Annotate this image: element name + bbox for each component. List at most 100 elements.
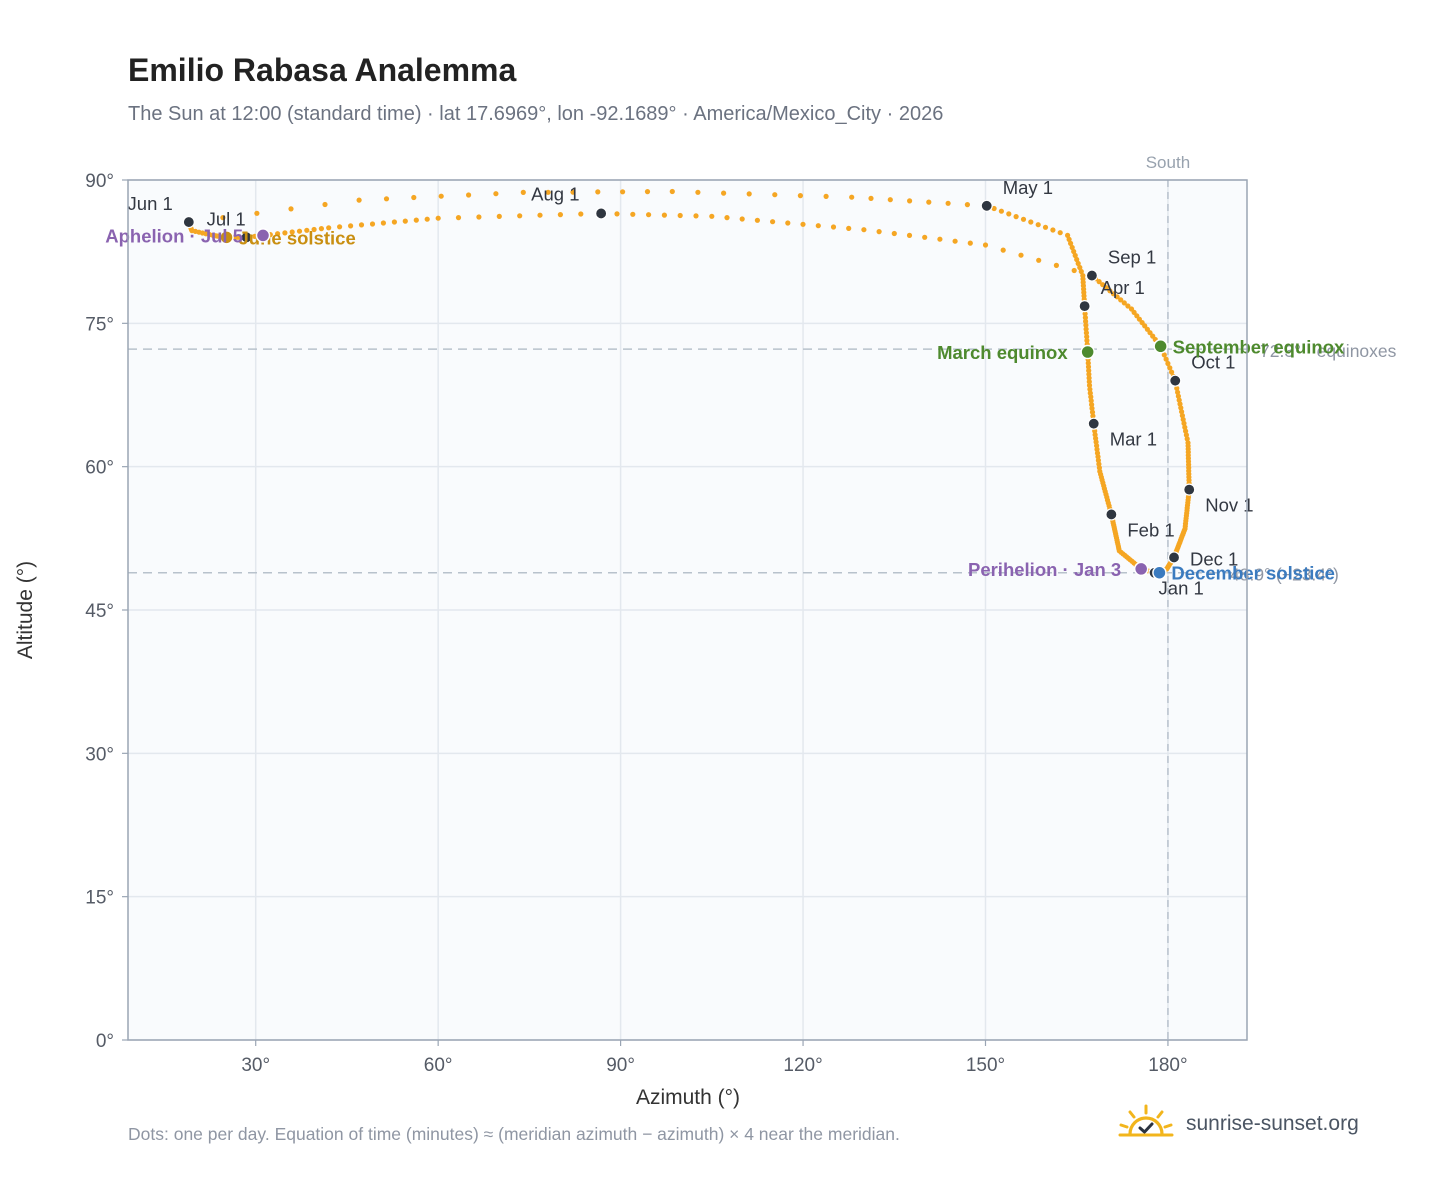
day-dot	[646, 212, 652, 218]
chart-title: Emilio Rabasa Analemma	[128, 52, 517, 88]
month-marker	[1167, 551, 1181, 564]
y-tick-label: 75°	[85, 314, 114, 335]
day-dot	[1114, 294, 1120, 300]
day-dot	[1183, 428, 1189, 434]
day-dot	[1175, 393, 1181, 399]
day-dot	[1179, 413, 1185, 419]
month-marker-label: Jun 1	[128, 193, 173, 214]
day-dot	[709, 213, 715, 219]
day-dot	[846, 225, 852, 231]
day-dot	[721, 190, 727, 196]
event-label: December solstice	[1171, 563, 1335, 584]
event-marker	[219, 230, 234, 245]
day-dot	[595, 189, 601, 195]
day-dot	[964, 202, 971, 208]
x-tick-label: 60°	[424, 1055, 453, 1076]
brand-logo[interactable]: sunrise-sunset.org	[1118, 1102, 1359, 1146]
day-dot	[476, 214, 482, 220]
day-dot	[644, 189, 651, 195]
day-dot	[322, 201, 328, 208]
y-tick-label: 60°	[85, 458, 114, 479]
day-dot	[520, 189, 526, 195]
day-dot	[952, 238, 958, 244]
month-marker-label: Apr 1	[1101, 277, 1145, 298]
day-dot	[1107, 288, 1113, 294]
day-dot	[1163, 356, 1169, 362]
day-dot	[1121, 300, 1127, 306]
day-dot	[438, 193, 444, 199]
day-dot	[724, 215, 730, 221]
day-dot	[876, 229, 882, 235]
day-dot	[1174, 385, 1180, 391]
day-dot	[1161, 352, 1167, 358]
day-dot	[746, 191, 752, 197]
day-dot	[1057, 230, 1063, 236]
day-dot	[1084, 334, 1090, 340]
day-dot	[1069, 244, 1075, 251]
day-dot	[356, 197, 362, 203]
day-dot	[868, 195, 874, 201]
day-dot	[289, 229, 295, 235]
event-label: Perihelion · Jan 3	[968, 559, 1121, 580]
meridian-label: South	[1146, 153, 1190, 172]
day-dot	[1035, 222, 1041, 228]
event-marker	[1133, 561, 1149, 577]
month-marker-label: May 1	[1003, 177, 1053, 198]
brand-name: sunrise-sunset.org	[1186, 1112, 1359, 1135]
day-dot	[383, 196, 390, 202]
day-dot	[1086, 375, 1092, 381]
day-dot	[1074, 256, 1080, 263]
day-dot	[906, 232, 913, 238]
day-dot	[1179, 409, 1185, 415]
event-label: March equinox	[937, 342, 1068, 363]
day-dot	[1083, 322, 1089, 328]
month-marker-label: Aug 1	[531, 183, 579, 204]
day-dot	[1020, 216, 1027, 222]
y-axis-label: Altitude (°)	[14, 561, 37, 659]
day-dot	[1087, 390, 1093, 396]
day-dot	[380, 220, 386, 226]
day-dot	[1086, 368, 1092, 374]
day-dot	[1096, 279, 1102, 285]
day-dot	[1066, 236, 1072, 242]
day-dot	[937, 236, 943, 242]
month-marker-label: Oct 1	[1191, 352, 1235, 373]
day-dot	[823, 193, 829, 199]
day-dot	[1181, 420, 1187, 426]
month-marker	[1105, 508, 1118, 521]
day-dot	[1088, 398, 1094, 404]
day-dot	[677, 212, 683, 219]
y-tick-label: 0°	[96, 1031, 114, 1052]
day-dot	[1125, 303, 1131, 309]
day-dot	[1053, 262, 1059, 268]
sun-check-icon	[1118, 1104, 1174, 1145]
x-tick-label: 30°	[241, 1055, 270, 1076]
day-dot	[1042, 224, 1049, 230]
month-marker	[1183, 483, 1196, 496]
x-tick-label: 120°	[783, 1055, 822, 1076]
day-dot	[411, 194, 417, 201]
month-markers: Jan 1 Feb 1 Mar 1 Apr 1 May 1 Jun 1 Jul 1 Aug 1…	[128, 177, 1254, 599]
day-dot	[1085, 364, 1092, 370]
day-dot	[770, 219, 776, 225]
day-dot	[1068, 240, 1074, 246]
x-tick-label: 150°	[966, 1055, 1005, 1076]
day-dot	[1184, 436, 1190, 442]
day-dot	[1084, 337, 1090, 344]
day-dot	[288, 206, 294, 212]
reference-line-label: 48.9° (−23.4°)	[1230, 565, 1339, 585]
day-dot	[1080, 273, 1086, 279]
day-dot	[435, 215, 441, 221]
day-dot	[358, 222, 365, 228]
day-dot	[669, 188, 675, 195]
day-dot	[785, 220, 791, 226]
day-dot	[1100, 282, 1106, 288]
day-dot	[1087, 386, 1093, 392]
day-dot	[254, 210, 260, 216]
day-dot	[907, 198, 913, 204]
day-dot	[1028, 219, 1034, 225]
month-marker	[1078, 300, 1091, 313]
day-dot	[1118, 297, 1124, 303]
day-dot	[1176, 397, 1182, 403]
month-marker	[980, 199, 993, 212]
